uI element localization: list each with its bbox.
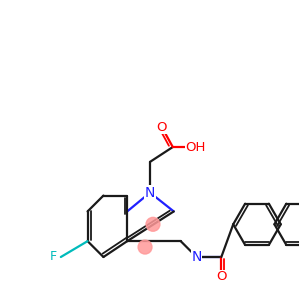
Text: OH: OH bbox=[185, 140, 206, 154]
Text: O: O bbox=[157, 121, 167, 134]
Circle shape bbox=[138, 240, 152, 254]
Text: N: N bbox=[191, 250, 202, 264]
Text: F: F bbox=[49, 250, 56, 263]
Circle shape bbox=[146, 218, 160, 231]
Text: N: N bbox=[145, 186, 155, 200]
Text: O: O bbox=[216, 270, 226, 283]
